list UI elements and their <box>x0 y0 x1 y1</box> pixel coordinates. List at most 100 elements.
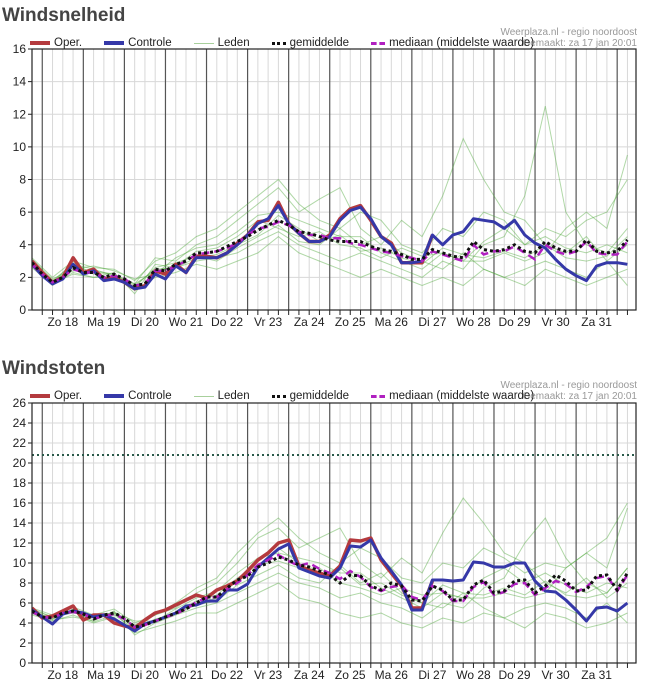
y-tick-label: 14 <box>13 516 27 530</box>
chart-title-windsnelheid: Windsnelheid <box>2 5 126 26</box>
legend-oper-swatch <box>30 394 50 398</box>
x-tick-label: Vr 30 <box>541 315 570 329</box>
x-tick-label: Zo 18 <box>47 315 78 329</box>
legend-label: mediaan (middelste waarde) <box>389 37 535 49</box>
legend-median: mediaan (middelste waarde) <box>371 37 534 49</box>
legend-label: gemiddelde <box>289 37 350 49</box>
legend-oper-swatch <box>30 41 50 45</box>
x-tick-label: Vr 23 <box>254 315 283 329</box>
x-tick-label: Za 31 <box>581 315 612 329</box>
chart-source: Weerplaza.nl - regio noordoost Gemaakt: … <box>500 380 637 402</box>
x-tick-label: Zo 18 <box>47 668 78 682</box>
y-tick-label: 0 <box>19 303 26 317</box>
legend-leden: Leden <box>193 390 250 402</box>
x-tick-label: Do 22 <box>211 668 243 682</box>
member-line <box>32 105 628 295</box>
y-tick-label: 8 <box>19 576 26 590</box>
y-tick-label: 2 <box>19 270 26 284</box>
source-text: Weerplaza.nl - regio noordoost <box>500 380 637 391</box>
member-line <box>32 178 628 282</box>
legend-mean: gemiddelde <box>271 390 350 402</box>
source-text: Weerplaza.nl - regio noordoost <box>500 27 637 38</box>
legend-controle-swatch <box>104 41 125 45</box>
x-tick-label: Di 27 <box>418 315 446 329</box>
legend-controle: Controle <box>104 37 172 49</box>
y-tick-label: 24 <box>13 416 27 430</box>
legend: Oper. Controle Leden gemiddelde mediaan … <box>30 390 556 402</box>
x-tick-label: Ma 19 <box>87 668 121 682</box>
y-tick-label: 10 <box>13 140 27 154</box>
x-tick-label: Di 20 <box>131 315 159 329</box>
x-tick-label: Za 31 <box>581 668 612 682</box>
legend-label: Leden <box>217 37 250 49</box>
y-tick-label: 20 <box>13 456 27 470</box>
x-tick-label: Wo 28 <box>456 315 491 329</box>
legend-mean: gemiddelde <box>271 37 350 49</box>
y-tick-label: 4 <box>19 616 26 630</box>
x-tick-label: Za 24 <box>294 668 325 682</box>
y-tick-label: 4 <box>19 238 26 252</box>
y-tick-label: 8 <box>19 173 26 187</box>
legend-leden-swatch <box>193 42 214 44</box>
x-tick-label: Zo 25 <box>335 315 366 329</box>
x-tick-label: Vr 30 <box>541 668 570 682</box>
legend-controle: Controle <box>104 390 172 402</box>
y-tick-label: 6 <box>19 205 26 219</box>
x-tick-label: Wo 21 <box>169 315 204 329</box>
legend-controle-swatch <box>104 394 125 398</box>
member-line <box>32 517 628 636</box>
y-tick-label: 22 <box>13 436 27 450</box>
legend-median: mediaan (middelste waarde) <box>371 390 534 402</box>
y-tick-label: 2 <box>19 636 26 650</box>
windsnelheid-chart: 0 2 4 6 8 10 12 14 16 Zo 18 Ma 19 Di 20 Wo 21 Do 22 Vr… <box>13 42 637 329</box>
y-tick-label: 12 <box>13 536 27 550</box>
x-tick-label: Vr 23 <box>254 668 283 682</box>
member-line <box>32 507 628 622</box>
x-tick-label: Wo 28 <box>456 668 491 682</box>
x-tick-label: Ma 26 <box>375 315 409 329</box>
x-tick-label: Ma 19 <box>87 315 121 329</box>
y-tick-label: 6 <box>19 596 26 610</box>
mean-line <box>32 555 629 629</box>
x-tick-label: Do 29 <box>498 668 530 682</box>
y-tick-label: 12 <box>13 107 27 121</box>
legend-label: mediaan (middelste waarde) <box>389 390 535 402</box>
x-tick-label: Za 24 <box>294 315 325 329</box>
made-timestamp: Gemaakt: za 17 jan 20:01 <box>522 38 637 49</box>
legend-label: gemiddelde <box>289 390 350 402</box>
y-tick-label: 16 <box>13 496 27 510</box>
x-tick-label: Di 27 <box>418 668 446 682</box>
plot-frame <box>31 402 637 664</box>
controle-line <box>32 204 628 291</box>
x-tick-label: Di 20 <box>131 668 159 682</box>
legend-label: Leden <box>217 390 250 402</box>
x-tick-label: Do 29 <box>498 315 530 329</box>
controle-line <box>32 538 629 633</box>
legend-label: Oper. <box>54 37 83 49</box>
legend-oper: Oper. <box>30 37 82 49</box>
y-tick-label: 0 <box>19 656 26 670</box>
y-tick-label: 26 <box>13 396 27 410</box>
legend-mean-swatch <box>271 394 286 398</box>
legend-leden: Leden <box>193 37 250 49</box>
chart-source: Weerplaza.nl - regio noordoost Gemaakt: … <box>500 27 637 49</box>
legend-mean-swatch <box>271 41 286 45</box>
made-timestamp: Gemaakt: za 17 jan 20:01 <box>522 391 637 402</box>
legend-label: Controle <box>128 37 172 49</box>
x-tick-label: Do 22 <box>211 315 243 329</box>
plot-frame <box>31 48 637 311</box>
y-tick-label: 16 <box>13 42 27 56</box>
x-tick-label: Zo 25 <box>335 668 366 682</box>
legend-label: Oper. <box>54 390 83 402</box>
legend-median-swatch <box>371 41 386 45</box>
legend: Oper. Controle Leden gemiddelde mediaan … <box>30 37 556 49</box>
chart-title-windstoten: Windstoten <box>2 358 106 379</box>
y-tick-label: 10 <box>13 556 27 570</box>
legend-oper: Oper. <box>30 390 82 402</box>
legend-label: Controle <box>128 390 172 402</box>
y-tick-label: 14 <box>13 75 27 89</box>
y-tick-label: 18 <box>13 476 27 490</box>
x-tick-label: Wo 21 <box>169 668 204 682</box>
legend-median-swatch <box>371 394 386 398</box>
